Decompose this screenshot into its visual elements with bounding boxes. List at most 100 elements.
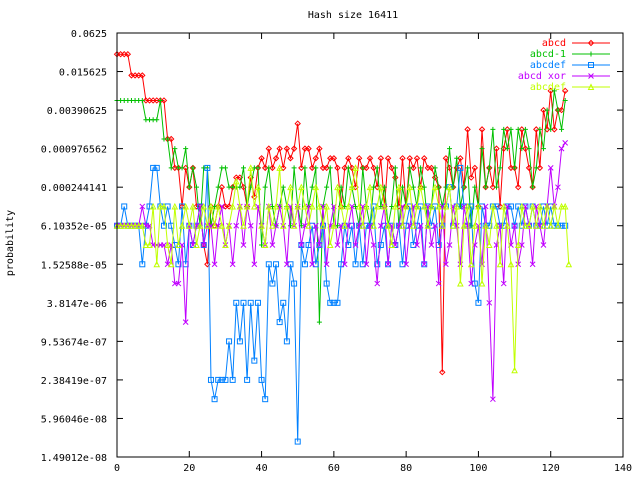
data-point	[359, 261, 366, 268]
data-point	[294, 438, 301, 445]
data-point	[413, 202, 421, 210]
data-point	[222, 241, 229, 248]
data-point	[251, 357, 258, 364]
data-point	[323, 280, 330, 287]
data-point	[150, 164, 157, 171]
y-tick-label: 0.000244141	[41, 183, 107, 194]
data-point	[348, 222, 355, 229]
data-point	[193, 241, 200, 248]
data-point	[189, 202, 197, 210]
data-point	[182, 319, 189, 325]
data-point	[316, 202, 323, 210]
data-point	[269, 242, 276, 248]
data-point	[243, 202, 251, 210]
data-point	[417, 222, 424, 229]
data-point	[323, 202, 330, 210]
data-point	[547, 222, 555, 229]
data-point	[251, 261, 258, 268]
data-point	[312, 261, 319, 268]
data-point	[518, 202, 526, 210]
data-point	[266, 165, 272, 171]
data-point	[265, 145, 273, 152]
data-point	[273, 261, 280, 268]
data-point	[251, 202, 258, 210]
data-point	[540, 146, 546, 152]
legend-marker	[588, 51, 594, 57]
data-point	[139, 261, 146, 268]
data-point	[385, 261, 391, 268]
data-point	[262, 396, 269, 403]
data-point	[507, 203, 514, 210]
data-point	[472, 184, 478, 190]
data-point	[204, 222, 211, 229]
data-point	[301, 261, 308, 268]
data-point	[460, 222, 468, 229]
data-point	[555, 184, 561, 191]
data-point	[562, 222, 569, 229]
data-point	[381, 202, 388, 210]
data-point	[258, 222, 265, 229]
data-point	[291, 280, 298, 287]
data-point	[467, 174, 475, 181]
data-point	[471, 164, 479, 172]
plot-frame	[116, 32, 624, 458]
data-point	[330, 222, 338, 229]
legend-label: abcd	[542, 38, 566, 49]
data-point	[153, 164, 160, 171]
data-point	[232, 177, 240, 185]
data-point	[540, 106, 547, 114]
data-point	[399, 261, 406, 268]
data-point	[489, 202, 497, 210]
legend-label: abcdef	[530, 82, 566, 93]
data-point	[353, 203, 359, 209]
legend-label: abcd-1	[530, 49, 566, 60]
data-point	[439, 368, 446, 376]
data-point	[529, 202, 536, 210]
data-point	[302, 165, 308, 171]
data-point	[348, 183, 356, 191]
data-point	[384, 222, 392, 229]
data-point	[428, 202, 435, 210]
data-point	[168, 165, 174, 171]
data-point	[406, 183, 414, 191]
data-point	[551, 202, 558, 210]
data-point	[377, 222, 384, 229]
data-point	[308, 202, 316, 210]
data-point	[236, 202, 244, 210]
data-point	[388, 241, 395, 248]
data-point	[323, 261, 330, 268]
data-point	[241, 165, 246, 171]
x-tick-label: 120	[542, 463, 560, 474]
data-point	[457, 279, 464, 287]
data-point	[283, 338, 290, 345]
data-point	[450, 184, 456, 190]
data-point	[207, 376, 214, 383]
data-point	[497, 165, 503, 171]
x-axis: 0 20 40 60 80 100 120 140	[114, 33, 632, 474]
data-point	[465, 165, 471, 171]
data-point	[330, 155, 338, 162]
data-point	[211, 396, 218, 403]
data-point	[298, 183, 305, 191]
data-point	[312, 222, 319, 229]
data-point	[410, 222, 417, 229]
data-point	[436, 184, 442, 190]
data-point	[341, 164, 348, 172]
data-point	[258, 155, 265, 162]
data-point	[453, 202, 461, 210]
data-point	[551, 88, 557, 94]
data-point	[486, 165, 492, 171]
data-point	[558, 202, 565, 210]
data-point	[515, 261, 522, 268]
data-point	[471, 222, 479, 229]
data-point	[565, 260, 573, 268]
data-point	[518, 126, 526, 133]
data-point	[185, 222, 193, 229]
data-point	[276, 164, 283, 171]
data-point	[298, 242, 305, 248]
data-point	[435, 280, 442, 287]
data-point	[493, 145, 500, 152]
data-point	[240, 242, 247, 248]
data-point	[543, 202, 551, 210]
